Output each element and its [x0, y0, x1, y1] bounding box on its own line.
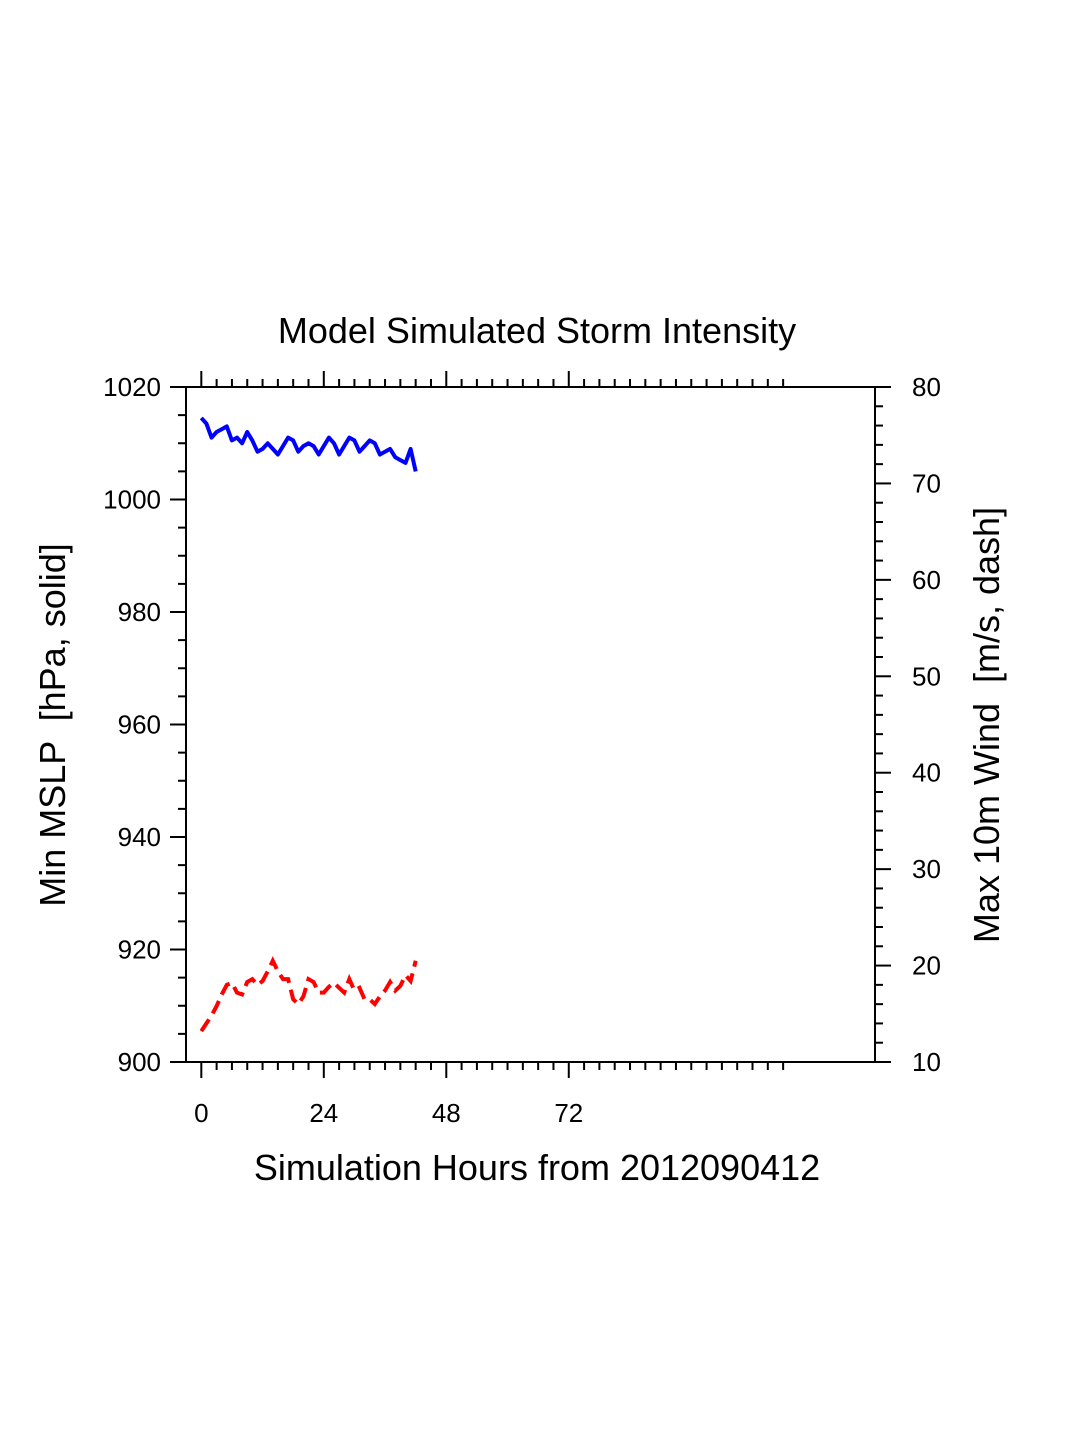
x-tick-label: 72 [554, 1098, 583, 1128]
x-tick-label: 48 [432, 1098, 461, 1128]
y-right-tick-label: 50 [912, 661, 941, 691]
y-right-tick-label: 70 [912, 468, 941, 498]
y-right-tick-labels: 10 20 30 40 50 60 70 80 [912, 372, 941, 1077]
y-right-tick-label: 40 [912, 758, 941, 788]
y-right-tick-label: 30 [912, 854, 941, 884]
y-left-tick-label: 980 [118, 597, 161, 627]
series-line-wind [199, 956, 418, 1033]
y-axis-label-right: Max 10m Wind [m/s, dash] [966, 507, 1007, 943]
y-axis-label-left: Min MSLP [hPa, solid] [32, 543, 73, 907]
y-left-tick-labels: 900 920 940 960 980 1000 1020 [103, 372, 161, 1077]
x-axis-label: Simulation Hours from 2012090412 [254, 1147, 820, 1188]
y-left-tick-label: 960 [118, 710, 161, 740]
y-left-tick-label: 1000 [103, 485, 161, 515]
y-right-tick-label: 10 [912, 1047, 941, 1077]
plot-frame [185, 386, 876, 1063]
x-tick-labels: 0 24 48 72 [194, 1098, 583, 1128]
y-right-tick-label: 20 [912, 951, 941, 981]
y-left-tick-label: 920 [118, 935, 161, 965]
y-left-tick-label: 1020 [103, 372, 161, 402]
y-left-tick-label: 940 [118, 822, 161, 852]
y-left-tick-label: 900 [118, 1047, 161, 1077]
axis-ticks [170, 371, 891, 1078]
series-line-mslp [199, 416, 418, 472]
chart-title: Model Simulated Storm Intensity [278, 310, 796, 351]
x-tick-label: 24 [309, 1098, 338, 1128]
y-right-tick-label: 80 [912, 372, 941, 402]
y-right-tick-label: 60 [912, 565, 941, 595]
x-tick-label: 0 [194, 1098, 208, 1128]
